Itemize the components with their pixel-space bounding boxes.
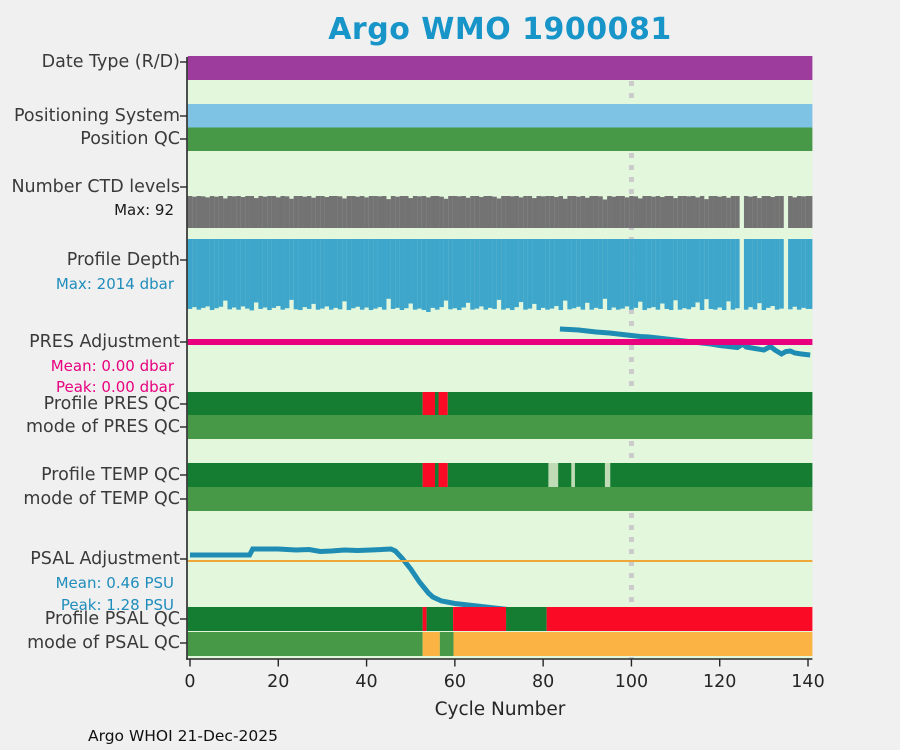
plot-background [187,57,813,659]
row-label-profile-psal-qc: Profile PSAL QC [44,609,180,629]
row-mode-psal-qc [187,632,813,656]
x-tick-label-120: 120 [703,672,737,692]
row-label-position-qc: Position QC [80,129,180,149]
row-profile-depth [187,239,813,312]
row-positioning-system [187,104,813,128]
x-tick-label-80: 80 [532,672,555,692]
chart-title: Argo WMO 1900081 [328,12,672,47]
row-sublabel-pres-adjustment-0: Mean: 0.00 dbar [50,357,174,375]
footer-credit: Argo WHOI 21-Dec-2025 [88,727,278,745]
psal-adjustment-zero-line [187,560,813,562]
row-profile-psal-qc [187,607,813,631]
x-tick-label-140: 140 [791,672,825,692]
x-axis-label: Cycle Number [434,699,566,720]
row-sublabel-pres-adjustment-1: Peak: 0.00 dbar [55,378,174,396]
x-tick-label-60: 60 [443,672,466,692]
row-label-psal-adjustment: PSAL Adjustment [30,549,180,569]
row-sublabel-ctd-levels-0: Max: 92 [114,201,174,219]
row-sublabel-psal-adjustment-0: Mean: 0.46 PSU [55,574,174,592]
x-tick-label-20: 20 [267,672,290,692]
plot-area [180,56,813,667]
row-label-mode-psal-qc: mode of PSAL QC [27,633,180,653]
row-ctd-levels [187,196,813,228]
row-label-mode-temp-qc: mode of TEMP QC [23,489,180,509]
row-pres-adjustment [187,326,813,358]
row-label-profile-depth: Profile Depth [66,250,180,270]
x-tick-label-0: 0 [184,672,196,692]
row-label-date-type: Date Type (R/D) [41,52,180,72]
x-tick-label-100: 100 [614,672,649,692]
row-label-profile-pres-qc: Profile PRES QC [43,394,180,414]
x-tick-label-40: 40 [355,672,378,692]
row-label-positioning-system: Positioning System [13,106,180,126]
row-label-profile-temp-qc: Profile TEMP QC [41,465,180,485]
row-sublabel-profile-depth-0: Max: 2014 dbar [55,275,174,293]
row-label-ctd-levels: Number CTD levels [11,177,180,197]
row-profile-pres-qc [187,392,813,415]
row-label-pres-adjustment: PRES Adjustment [29,332,180,352]
row-profile-temp-qc [187,463,813,487]
pres-adjustment-zero-line [187,339,813,345]
row-mode-temp-qc [187,487,813,511]
row-mode-pres-qc [187,415,813,439]
row-position-qc [187,127,813,151]
row-sublabel-psal-adjustment-1: Peak: 1.28 PSU [60,596,174,614]
row-label-mode-pres-qc: mode of PRES QC [25,417,180,437]
row-date-type [187,56,813,80]
